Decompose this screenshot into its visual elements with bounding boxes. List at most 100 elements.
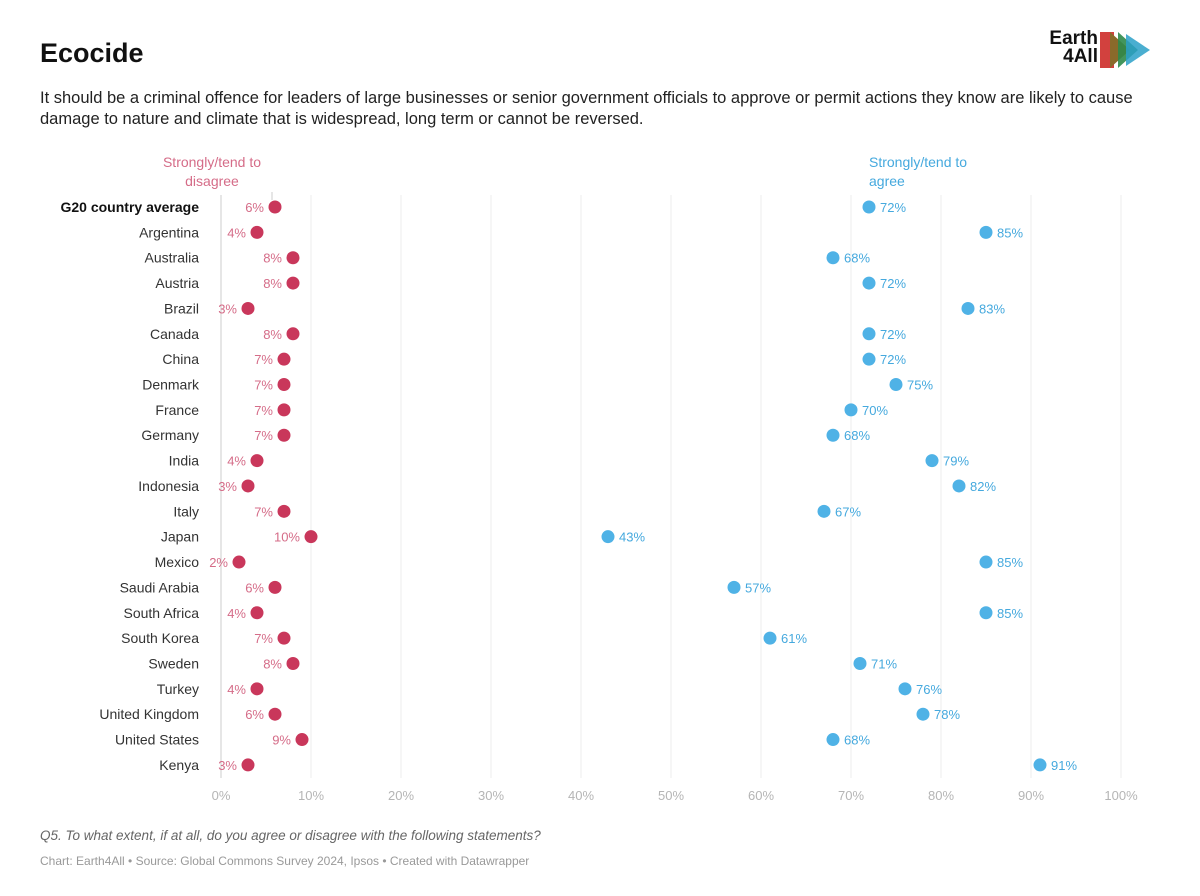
- disagree-value-label: 6%: [245, 580, 264, 595]
- agree-value-label: 82%: [970, 479, 996, 494]
- disagree-value-label: 8%: [263, 251, 282, 266]
- agree-dot: [763, 631, 777, 645]
- disagree-dot: [277, 352, 291, 366]
- x-tick-label: 70%: [838, 788, 864, 803]
- x-tick-label: 40%: [568, 788, 594, 803]
- x-tick-label: 30%: [478, 788, 504, 803]
- x-tick-label: 60%: [748, 788, 774, 803]
- agree-dot: [898, 682, 912, 696]
- agree-value-label: 78%: [934, 707, 960, 722]
- agree-dot: [826, 251, 840, 265]
- row-germany: Germany 7% 68%: [141, 427, 870, 443]
- disagree-dot: [277, 631, 291, 645]
- agree-dot: [925, 454, 939, 468]
- row-label: G20 country average: [60, 199, 199, 215]
- row-south-korea: South Korea 7% 61%: [121, 630, 807, 646]
- disagree-dot: [232, 555, 246, 569]
- agree-value-label: 43%: [619, 530, 645, 545]
- agree-value-label: 72%: [880, 200, 906, 215]
- x-tick-label: 90%: [1018, 788, 1044, 803]
- disagree-value-label: 4%: [227, 225, 246, 240]
- row-label: Australia: [145, 250, 200, 266]
- agree-dot: [961, 301, 975, 315]
- row-label: Austria: [155, 275, 199, 291]
- agree-value-label: 68%: [844, 428, 870, 443]
- disagree-value-label: 4%: [227, 454, 246, 469]
- disagree-value-label: 6%: [245, 200, 264, 215]
- disagree-dot: [250, 682, 264, 696]
- disagree-dot: [241, 479, 255, 493]
- disagree-dot: [286, 656, 300, 670]
- row-label: Mexico: [155, 554, 200, 570]
- agree-dot: [979, 606, 993, 620]
- row-china: China 7% 72%: [162, 351, 906, 367]
- disagree-dot: [286, 251, 300, 265]
- agree-value-label: 85%: [997, 555, 1023, 570]
- agree-dot: [889, 378, 903, 392]
- disagree-value-label: 7%: [254, 403, 273, 418]
- row-label: South Africa: [124, 605, 200, 621]
- disagree-value-label: 3%: [218, 301, 237, 316]
- disagree-value-label: 7%: [254, 504, 273, 519]
- x-tick-label: 10%: [298, 788, 324, 803]
- agree-value-label: 76%: [916, 682, 942, 697]
- row-label: Argentina: [139, 224, 199, 240]
- agree-dot: [862, 276, 876, 290]
- row-label: Turkey: [157, 681, 199, 697]
- agree-value-label: 57%: [745, 580, 771, 595]
- disagree-dot: [268, 200, 282, 214]
- row-label: Sweden: [148, 655, 199, 671]
- disagree-dot: [268, 580, 282, 594]
- row-kenya: Kenya 3% 91%: [159, 757, 1077, 773]
- row-saudi-arabia: Saudi Arabia 6% 57%: [120, 579, 772, 595]
- agree-dot: [853, 656, 867, 670]
- row-united-states: United States 9% 68%: [115, 732, 871, 748]
- row-label: Kenya: [159, 757, 199, 773]
- x-tick-label: 0%: [212, 788, 231, 803]
- logo-arrow-icon: [1100, 32, 1150, 68]
- agree-dot: [862, 352, 876, 366]
- agree-value-label: 72%: [880, 276, 906, 291]
- agree-dot: [979, 555, 993, 569]
- agree-value-label: 72%: [880, 352, 906, 367]
- disagree-value-label: 7%: [254, 378, 273, 393]
- row-label: Canada: [150, 326, 199, 342]
- row-label: Indonesia: [138, 478, 199, 494]
- agree-value-label: 71%: [871, 656, 897, 671]
- disagree-dot: [286, 276, 300, 290]
- earth4all-logo: Earth 4All: [1038, 29, 1153, 70]
- disagree-value-label: 10%: [274, 530, 300, 545]
- disagree-value-label: 9%: [272, 733, 291, 748]
- row-japan: Japan 10% 43%: [161, 529, 646, 545]
- row-australia: Australia 8% 68%: [145, 250, 871, 266]
- disagree-value-label: 8%: [263, 276, 282, 291]
- agree-dot: [844, 403, 858, 417]
- disagree-value-label: 8%: [263, 656, 282, 671]
- agree-dot: [601, 530, 615, 544]
- row-austria: Austria 8% 72%: [155, 275, 906, 291]
- x-tick-label: 20%: [388, 788, 414, 803]
- disagree-value-label: 7%: [254, 352, 273, 367]
- footer-question: Q5. To what extent, if at all, do you ag…: [40, 828, 541, 843]
- agree-dot: [1033, 758, 1047, 772]
- row-mexico: Mexico 2% 85%: [155, 554, 1024, 570]
- agree-value-label: 79%: [943, 454, 969, 469]
- agree-dot: [862, 327, 876, 341]
- row-label: Brazil: [164, 300, 199, 316]
- dumbbell-chart: Strongly/tend to disagree Strongly/tend t…: [60, 154, 1138, 803]
- disagree-dot: [250, 454, 264, 468]
- agree-value-label: 68%: [844, 251, 870, 266]
- agree-value-label: 61%: [781, 631, 807, 646]
- disagree-dot: [295, 733, 309, 747]
- row-united-kingdom: United Kingdom 6% 78%: [99, 706, 960, 722]
- legend-agree: Strongly/tend to agree: [869, 154, 967, 189]
- agree-dot: [826, 733, 840, 747]
- agree-dot: [826, 428, 840, 442]
- disagree-value-label: 8%: [263, 327, 282, 342]
- disagree-dot: [268, 707, 282, 721]
- disagree-dot: [241, 301, 255, 315]
- agree-dot: [979, 225, 993, 239]
- disagree-dot: [241, 758, 255, 772]
- legend-disagree: Strongly/tend to disagree: [163, 154, 261, 189]
- row-label: Germany: [141, 427, 199, 443]
